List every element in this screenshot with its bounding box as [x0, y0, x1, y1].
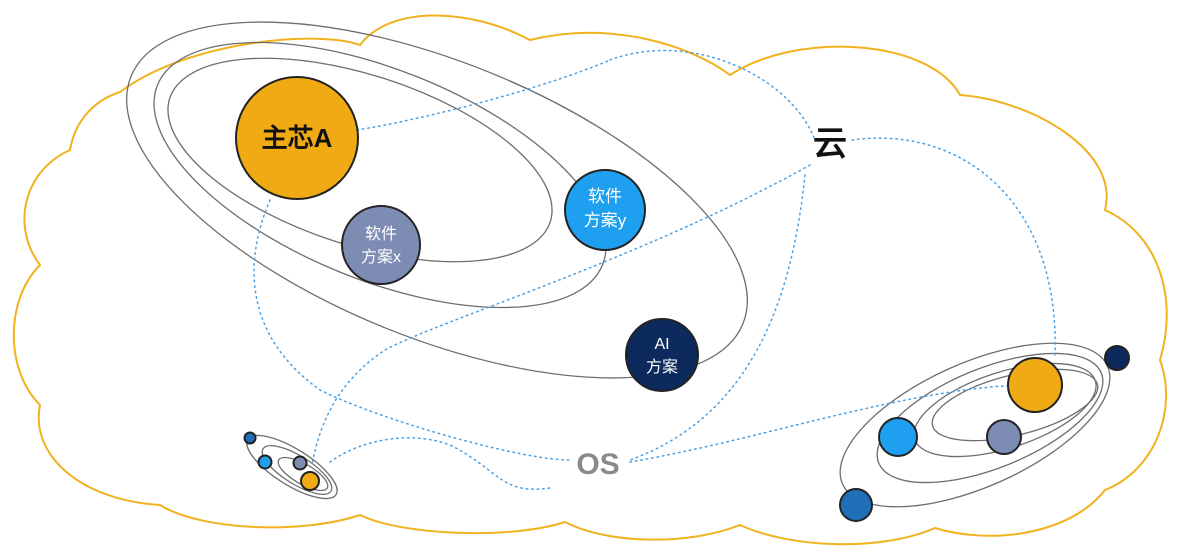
link-cloud-to-right-system — [851, 137, 1056, 356]
link-small-to-os — [329, 437, 551, 490]
link-chip-to-arc-top — [356, 59, 611, 131]
ai-circle — [625, 318, 699, 392]
node-chip-a: 主芯A — [235, 76, 359, 200]
software-x-label-line1: 软件 — [365, 225, 397, 243]
orbit-middle — [153, 41, 607, 309]
orbit-inner — [167, 57, 553, 263]
cloud-label: 云 — [813, 125, 847, 163]
right-node-blue — [878, 417, 918, 457]
right-node-navy — [1104, 345, 1130, 371]
right-orbit-core — [931, 368, 1099, 442]
small-orbit-middle — [261, 445, 333, 495]
chip-a-circle — [235, 76, 359, 200]
software-y-label-line1: 软件 — [588, 187, 622, 206]
link-left-curve — [253, 199, 571, 461]
link-cloud-to-os — [629, 174, 806, 461]
link-cloud-to-small-system — [311, 164, 811, 466]
small-system-nodes — [243, 431, 320, 491]
small-node-blue — [257, 454, 273, 470]
main-orbit-system — [126, 21, 748, 379]
small-node-navy — [243, 431, 257, 445]
os-label: OS — [576, 448, 619, 481]
cloud-outline — [12, 14, 1168, 546]
node-software-y: 软件 方案y — [564, 169, 646, 251]
software-x-label-line2: 方案x — [361, 248, 401, 266]
software-x-circle — [341, 205, 421, 285]
small-node-grey — [292, 455, 308, 471]
node-software-x: 软件 方案x — [341, 205, 421, 285]
link-top-arc — [609, 49, 816, 141]
node-ai: AI 方案 — [625, 318, 699, 392]
software-y-circle — [564, 169, 646, 251]
small-node-gold — [300, 471, 320, 491]
right-system-nodes — [839, 345, 1130, 522]
right-orbit-middle — [876, 352, 1104, 484]
orbit-outer — [126, 21, 748, 379]
right-node-grey — [986, 419, 1022, 455]
ai-label-line1: AI — [654, 336, 669, 353]
right-node-steel — [839, 488, 873, 522]
chip-a-label: 主芯A — [262, 123, 333, 153]
small-orbit-inner — [277, 456, 329, 492]
software-y-label-line2: 方案y — [584, 211, 627, 230]
right-orbit-inner — [913, 362, 1097, 458]
right-node-gold — [1007, 357, 1063, 413]
dotted-links — [253, 49, 1056, 490]
ai-label-line2: 方案 — [646, 358, 678, 376]
link-os-to-right-system — [629, 384, 1021, 463]
